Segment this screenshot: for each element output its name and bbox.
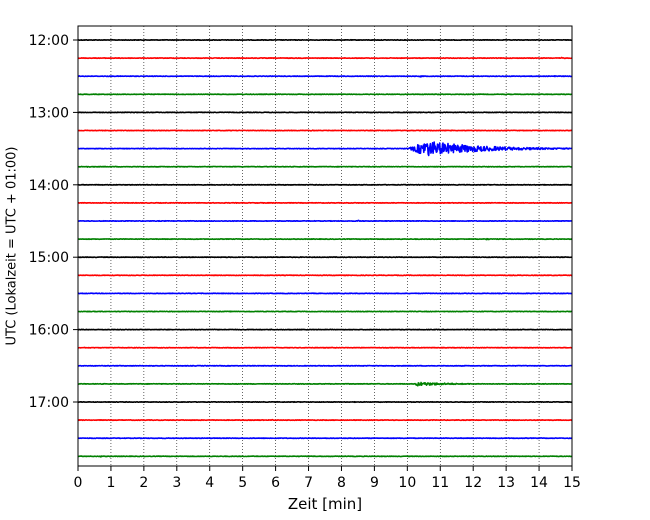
x-tick-label: 10 xyxy=(398,475,416,491)
trace-1445-green xyxy=(77,237,573,241)
trace-1215-red xyxy=(77,56,573,60)
trace-1600-black xyxy=(77,328,573,331)
y-tick-label: 17:00 xyxy=(29,395,69,411)
trace-1200-black xyxy=(77,38,573,42)
x-tick-label: 8 xyxy=(337,475,346,491)
trace-1715-red xyxy=(77,418,573,422)
trace-1700-black xyxy=(77,400,573,404)
x-tick-label: 1 xyxy=(106,475,115,491)
grid-lines xyxy=(110,26,540,466)
y-tick-label: 14:00 xyxy=(29,178,69,194)
trace-lines xyxy=(77,38,573,458)
x-axis-label: Zeit [min] xyxy=(288,495,362,513)
y-axis-ticks: 12:00 13:00 14:00 15:00 16:00 17:00 xyxy=(29,33,78,411)
trace-1230-blue xyxy=(77,75,573,78)
trace-1330-blue xyxy=(77,141,573,157)
x-tick-label: 3 xyxy=(172,475,181,491)
trace-1315-red xyxy=(77,129,573,132)
x-tick-label: 12 xyxy=(464,475,482,491)
trace-1630-blue xyxy=(77,364,573,368)
x-tick-label: 11 xyxy=(431,475,449,491)
trace-1500-black xyxy=(77,256,573,259)
x-tick-label: 13 xyxy=(497,475,515,491)
trace-1745-green xyxy=(77,455,573,458)
x-tick-label: 5 xyxy=(238,475,247,491)
plot-frame xyxy=(77,25,573,467)
x-tick-label: 15 xyxy=(563,475,581,491)
trace-1345-green xyxy=(77,165,573,168)
trace-1530-blue xyxy=(77,292,573,295)
y-tick-label: 15:00 xyxy=(29,250,69,266)
trace-1545-green xyxy=(77,310,573,313)
trace-1245-green xyxy=(77,93,573,96)
y-tick-label: 13:00 xyxy=(29,105,69,121)
x-axis-ticks: 0 1 2 3 4 5 6 7 8 9 10 11 12 13 14 15 xyxy=(74,466,581,491)
x-tick-label: 2 xyxy=(139,475,148,491)
x-tick-label: 9 xyxy=(370,475,379,491)
trace-1615-red xyxy=(77,346,573,349)
x-tick-label: 14 xyxy=(530,475,548,491)
trace-1415-red xyxy=(77,201,573,204)
x-tick-label: 4 xyxy=(205,475,214,491)
y-axis-label: UTC (Lokalzeit = UTC + 01:00) xyxy=(5,147,20,346)
y-tick-label: 12:00 xyxy=(29,33,69,49)
x-tick-label: 6 xyxy=(271,475,280,491)
trace-1515-red xyxy=(77,274,573,277)
y-tick-label: 16:00 xyxy=(29,323,69,339)
x-tick-label: 7 xyxy=(304,475,313,491)
trace-1730-blue xyxy=(77,437,573,440)
trace-1400-black xyxy=(77,183,573,186)
trace-1645-green xyxy=(77,381,573,387)
trace-1300-black xyxy=(77,111,573,114)
trace-1430-blue xyxy=(77,219,573,223)
x-tick-label: 0 xyxy=(74,475,83,491)
